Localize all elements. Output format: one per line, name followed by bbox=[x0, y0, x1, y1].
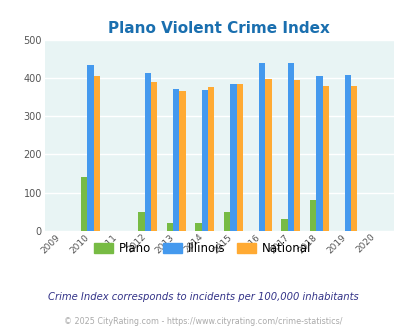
Bar bbox=[293, 80, 299, 231]
Bar bbox=[281, 219, 287, 231]
Bar bbox=[166, 222, 173, 231]
Bar bbox=[94, 76, 100, 231]
Bar bbox=[230, 84, 236, 231]
Title: Plano Violent Crime Index: Plano Violent Crime Index bbox=[108, 21, 329, 36]
Bar bbox=[208, 87, 214, 231]
Bar bbox=[224, 212, 230, 231]
Bar bbox=[151, 82, 157, 231]
Bar bbox=[287, 63, 293, 231]
Bar bbox=[315, 76, 322, 231]
Bar bbox=[179, 90, 185, 231]
Bar bbox=[258, 63, 264, 231]
Bar bbox=[309, 200, 315, 231]
Bar bbox=[264, 79, 271, 231]
Bar bbox=[138, 212, 144, 231]
Bar bbox=[81, 178, 87, 231]
Bar bbox=[144, 73, 151, 231]
Legend: Plano, Illinois, National: Plano, Illinois, National bbox=[90, 237, 315, 260]
Text: Crime Index corresponds to incidents per 100,000 inhabitants: Crime Index corresponds to incidents per… bbox=[47, 292, 358, 302]
Bar bbox=[350, 86, 356, 231]
Bar bbox=[87, 65, 94, 231]
Bar bbox=[195, 222, 201, 231]
Bar bbox=[322, 85, 328, 231]
Bar bbox=[173, 88, 179, 231]
Bar bbox=[236, 84, 243, 231]
Text: © 2025 CityRating.com - https://www.cityrating.com/crime-statistics/: © 2025 CityRating.com - https://www.city… bbox=[64, 317, 341, 326]
Bar bbox=[344, 75, 350, 231]
Bar bbox=[201, 90, 208, 231]
